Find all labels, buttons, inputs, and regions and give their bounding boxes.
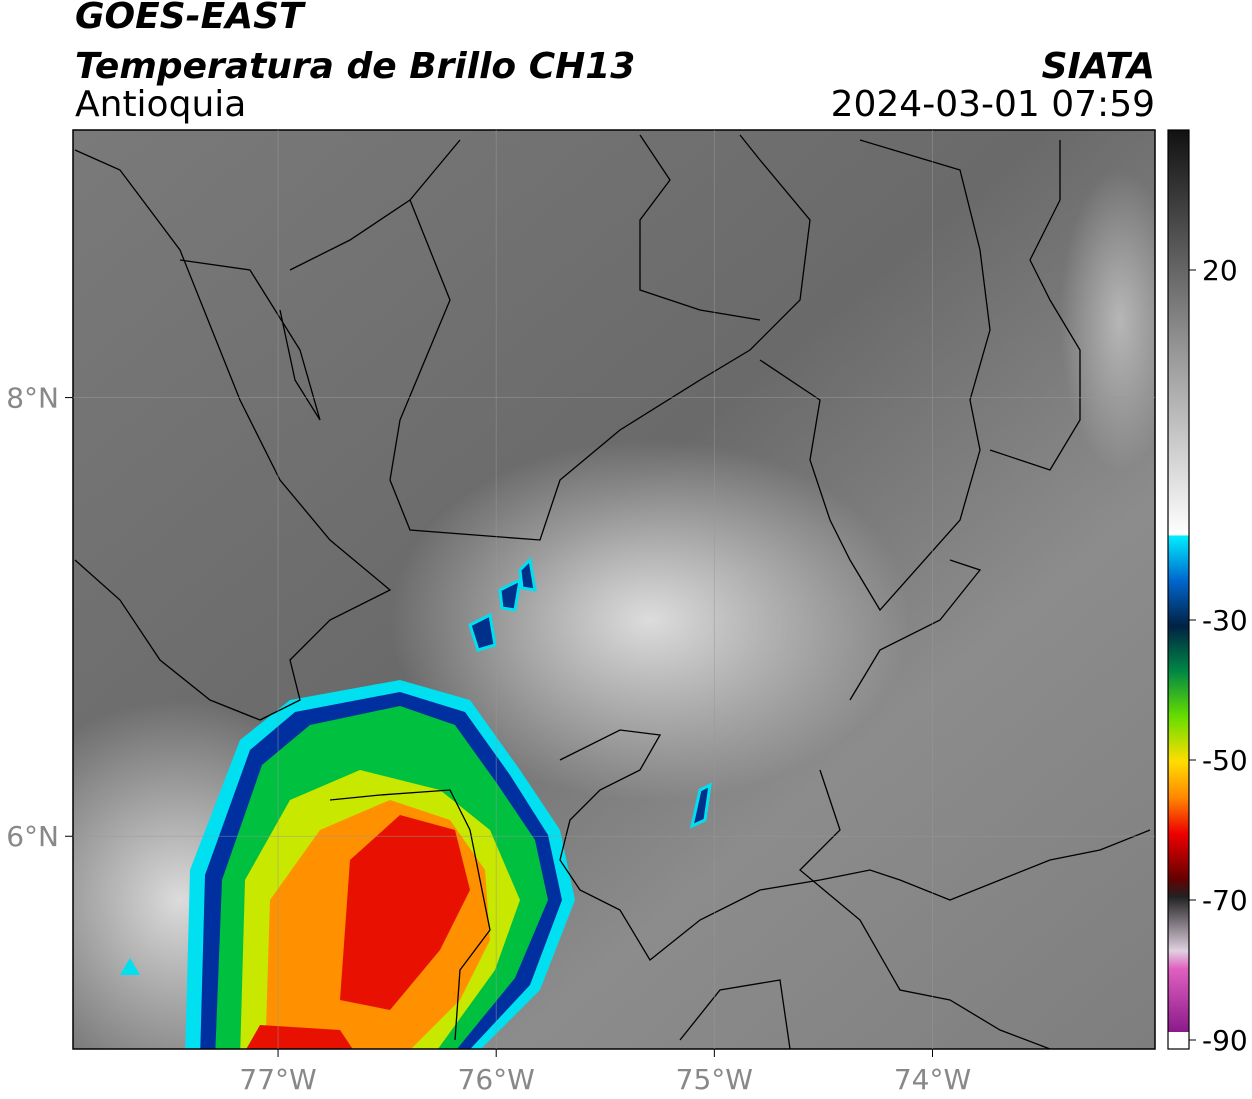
subtitle: Temperatura de Brillo CH13 — [75, 46, 635, 87]
lat-tick-label: 6°N — [6, 820, 59, 853]
source: SIATA — [1042, 46, 1155, 87]
lon-tick-label: 75°W — [676, 1063, 753, 1096]
colorbar-frame — [1167, 129, 1190, 1050]
lon-tick-label: 77°W — [239, 1063, 316, 1096]
colorbar-label: -70 — [1202, 884, 1248, 917]
colorbar-label: -30 — [1202, 604, 1248, 637]
cloud-haze — [1060, 170, 1155, 470]
lat-tick-label: 8°N — [6, 382, 59, 415]
title: GOES-EAST — [75, 0, 306, 37]
lon-tick-label: 74°W — [894, 1063, 971, 1096]
cloud-haze — [390, 440, 910, 800]
map-frame — [72, 129, 1156, 1050]
colorbar-label: 20 — [1202, 254, 1238, 287]
colorbar — [1168, 130, 1189, 1032]
datetime: 2024-03-01 07:59 — [831, 84, 1155, 125]
lon-tick-label: 76°W — [458, 1063, 535, 1096]
colorbar-label: -90 — [1202, 1024, 1248, 1057]
boundaries — [74, 134, 1151, 1049]
map-image — [73, 130, 1155, 1049]
region: Antioquia — [75, 84, 246, 125]
colorbar-label: -50 — [1202, 744, 1248, 777]
colorbar-extension — [1168, 1032, 1189, 1049]
